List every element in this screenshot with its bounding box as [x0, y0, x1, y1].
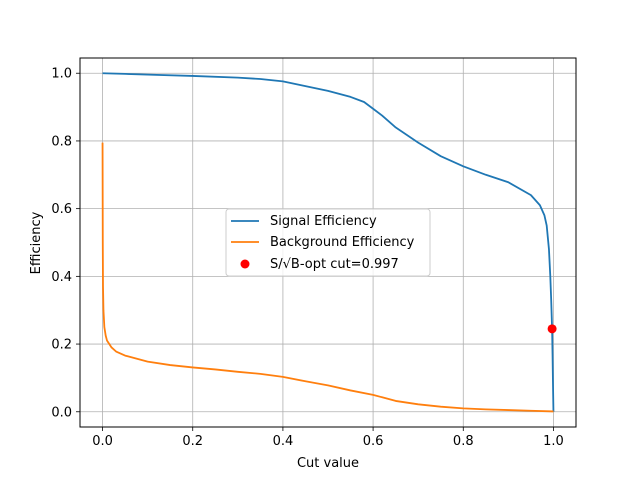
y-tick-label: 0.6: [51, 202, 72, 217]
y-tick-label: 0.8: [51, 134, 72, 149]
y-axis-label: Efficiency: [29, 211, 44, 274]
legend: Signal Efficiency Background Efficiency …: [225, 208, 431, 277]
legend-marker-optimal-cut: [240, 259, 250, 269]
plot-frame: [79, 57, 577, 428]
optimal-cut-point: [547, 324, 557, 334]
y-tick-label: 1.0: [51, 67, 72, 82]
x-tick-label: 0.4: [273, 434, 294, 449]
marker-points: [547, 324, 557, 334]
x-tick-label: 0.2: [182, 434, 203, 449]
legend-label-signal: Signal Efficiency: [270, 214, 377, 229]
x-tick-label: 0.6: [363, 434, 384, 449]
x-tick-label: 0.8: [453, 434, 474, 449]
background-efficiency-line: [101, 142, 554, 413]
x-tick-label: 1.0: [543, 434, 564, 449]
legend-box: [225, 208, 431, 277]
legend-label-background: Background Efficiency: [270, 235, 415, 250]
y-tick-label: 0.2: [51, 338, 72, 353]
series-lines: [101, 72, 555, 413]
signal-efficiency-line: [102, 72, 555, 412]
y-tick-label: 0.4: [51, 270, 72, 285]
y-tick-label: 0.0: [51, 405, 72, 420]
y-axis-ticks: 0.0 0.2 0.4 0.6 0.8 1.0: [51, 67, 80, 420]
legend-label-optimal-cut: S/√B-opt cut=0.997: [270, 257, 399, 272]
x-axis-label: Cut value: [297, 456, 359, 471]
x-axis-ticks: 0.0 0.2 0.4 0.6 0.8 1.0: [92, 427, 564, 449]
x-tick-label: 0.0: [92, 434, 113, 449]
